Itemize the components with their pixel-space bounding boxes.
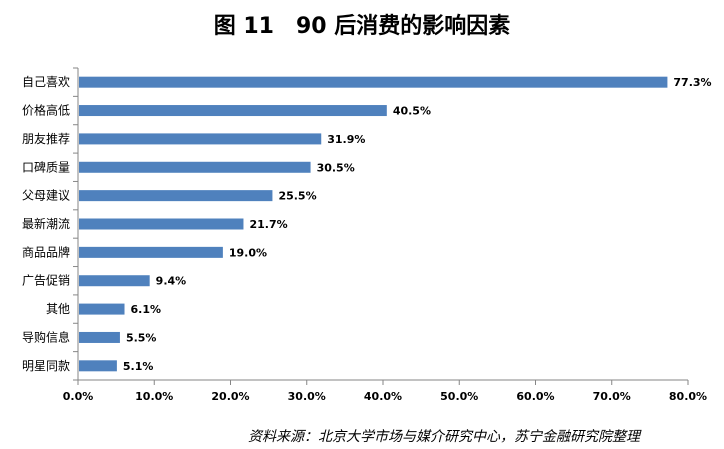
data-label: 30.5% <box>317 161 355 174</box>
category-label: 其他 <box>46 302 70 316</box>
category-label: 自己喜欢 <box>22 74 70 89</box>
data-label: 6.1% <box>131 303 162 316</box>
category-label: 明星同款 <box>22 359 70 373</box>
bar <box>79 360 117 372</box>
category-label: 商品品牌 <box>22 244 70 259</box>
category-label: 口碑质量 <box>22 159 70 174</box>
bar <box>79 275 150 287</box>
x-tick-label: 0.0% <box>63 390 94 403</box>
data-label: 21.7% <box>249 218 287 231</box>
data-label: 77.3% <box>673 76 711 89</box>
x-tick-label: 20.0% <box>211 390 249 403</box>
data-label: 19.0% <box>229 246 267 259</box>
bar <box>79 76 668 88</box>
x-tick-label: 80.0% <box>669 390 707 403</box>
source-note: 资料来源：北京大学市场与媒介研究中心，苏宁金融研究院整理 <box>248 429 640 445</box>
data-label: 25.5% <box>278 190 316 203</box>
figure-title: 图 11 90 后消费的影响因素 <box>213 14 511 39</box>
x-tick-label: 40.0% <box>364 390 402 403</box>
category-label: 朋友推荐 <box>22 132 70 146</box>
category-label: 父母建议 <box>22 189 70 203</box>
data-label: 40.5% <box>393 105 431 118</box>
category-label: 最新潮流 <box>22 216 70 231</box>
bar <box>79 303 125 315</box>
x-tick-label: 30.0% <box>288 390 326 403</box>
data-label: 9.4% <box>156 275 187 288</box>
bar <box>79 246 223 258</box>
category-label: 导购信息 <box>22 329 70 344</box>
bar <box>79 331 120 343</box>
x-tick-label: 70.0% <box>593 390 631 403</box>
category-label: 广告促销 <box>22 274 70 288</box>
data-label: 5.1% <box>123 360 154 373</box>
bar <box>79 133 322 145</box>
data-label: 31.9% <box>327 133 365 146</box>
bar <box>79 161 311 173</box>
x-tick-label: 50.0% <box>440 390 478 403</box>
x-tick-label: 60.0% <box>516 390 554 403</box>
bar <box>79 218 244 230</box>
bar <box>79 190 273 202</box>
bar <box>79 105 387 117</box>
category-label: 价格高低 <box>22 103 70 118</box>
data-label: 5.5% <box>126 331 157 344</box>
x-tick-label: 10.0% <box>135 390 173 403</box>
